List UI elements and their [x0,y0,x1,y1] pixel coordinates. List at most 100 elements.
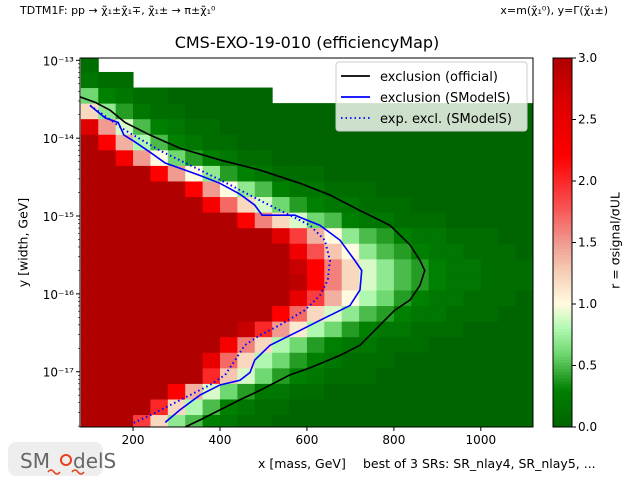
heatmap-cell [463,321,482,338]
heatmap-cell [133,180,151,198]
heatmap-cell [133,212,151,229]
heatmap-cell [219,212,238,229]
heatmap-cell [185,103,204,120]
heatmap-cell [167,383,186,400]
heatmap-cell [115,367,134,384]
heatmap-cell [411,196,430,213]
heatmap-cell [202,180,221,198]
heatmap-cell [498,352,517,369]
colorbar-segment [553,353,572,357]
colorbar-segment [553,64,572,68]
heatmap-cell [428,367,447,384]
heatmap-cell [306,227,325,244]
heatmap-cell [359,274,377,291]
heatmap-cell [167,87,186,104]
heatmap-cell [272,305,291,322]
heatmap-cell [393,134,412,151]
heatmap-cell [515,149,533,166]
heatmap-cell [289,398,308,416]
heatmap-cell [185,383,204,400]
heatmap-cell [80,321,99,338]
heatmap-cell [254,196,273,213]
heatmap-cell [289,289,308,307]
heatmap-cell [480,274,499,291]
heatmap-cell [463,243,482,260]
heatmap-cell [480,367,499,384]
heatmap-cell [219,118,238,135]
heatmap-cell [167,103,186,120]
heatmap-cell [133,321,151,338]
heatmap-cell [393,243,412,260]
heatmap-cell [133,243,151,260]
heatmap-cell [498,134,517,151]
heatmap-cell [341,383,360,400]
heatmap-cell [359,321,377,338]
colorbar-segment [553,217,572,222]
heatmap-cell [515,414,533,427]
colorbar-segment [553,196,572,200]
heatmap-cell [480,321,499,338]
heatmap-cell [376,149,395,166]
heatmap-cell [341,196,360,213]
colorbar-segment [553,390,572,394]
heatmap-cell [515,274,533,291]
heatmap-cell [115,383,134,400]
heatmap-cell [150,274,169,291]
heatmap-cell [133,258,151,275]
heatmap-cell [428,274,447,291]
heatmap-cell [515,227,533,244]
heatmap-cell [411,227,430,244]
heatmap-cell [341,243,360,260]
heatmap-cell [289,165,308,182]
colorbar-segment [553,199,572,203]
heatmap-cell [185,274,204,291]
heatmap-cell [167,118,186,135]
heatmap-cell [341,180,360,198]
heatmap-cell [324,134,343,151]
heatmap-cell [376,165,395,182]
colorbar-segment [553,230,572,234]
heatmap-cell [80,58,99,73]
heatmap-cell [306,336,325,353]
contour-exp-excl-smodels- [89,104,331,425]
heatmap-cell [376,367,395,384]
heatmap-cell [115,71,134,89]
heatmap-cell [306,118,325,135]
heatmap-cell [515,165,533,182]
heatmap-cell [393,367,412,384]
heatmap-cell [237,321,256,338]
heatmap-cell [202,118,221,135]
heatmap-cell [185,227,204,244]
heatmap-cell [98,305,117,322]
heatmap-cell [202,352,221,369]
heatmap-cell [411,352,430,369]
heatmap-cell [498,149,517,166]
colorbar-segment [553,119,572,123]
colorbar-segment [553,411,572,416]
heatmap-cell [498,196,517,213]
heatmap-cell [272,227,291,244]
heatmap-cell [167,321,186,338]
logo-text-2: delS [73,449,116,473]
heatmap-cell [376,352,395,369]
heatmap-cell [150,352,169,369]
heatmap-cell [428,383,447,400]
heatmap-cell [306,383,325,400]
heatmap-cell [498,305,517,322]
heatmap-cell [359,414,377,427]
heatmap-cell [272,336,291,353]
heatmap-cell [254,103,273,120]
heatmap-cell [463,414,482,427]
colorbar-segment [553,224,572,228]
heatmap-cell [446,321,464,338]
heatmap-cell [446,383,464,400]
heatmap-cell [289,196,308,213]
heatmap-cell [80,103,99,120]
colorbar-segment [553,128,572,133]
heatmap-cell [150,243,169,260]
heatmap-cell [272,165,291,182]
heatmap-cell [150,398,169,416]
heatmap-cell [133,398,151,416]
heatmap-cell [359,149,377,166]
heatmap-cell [167,367,186,384]
